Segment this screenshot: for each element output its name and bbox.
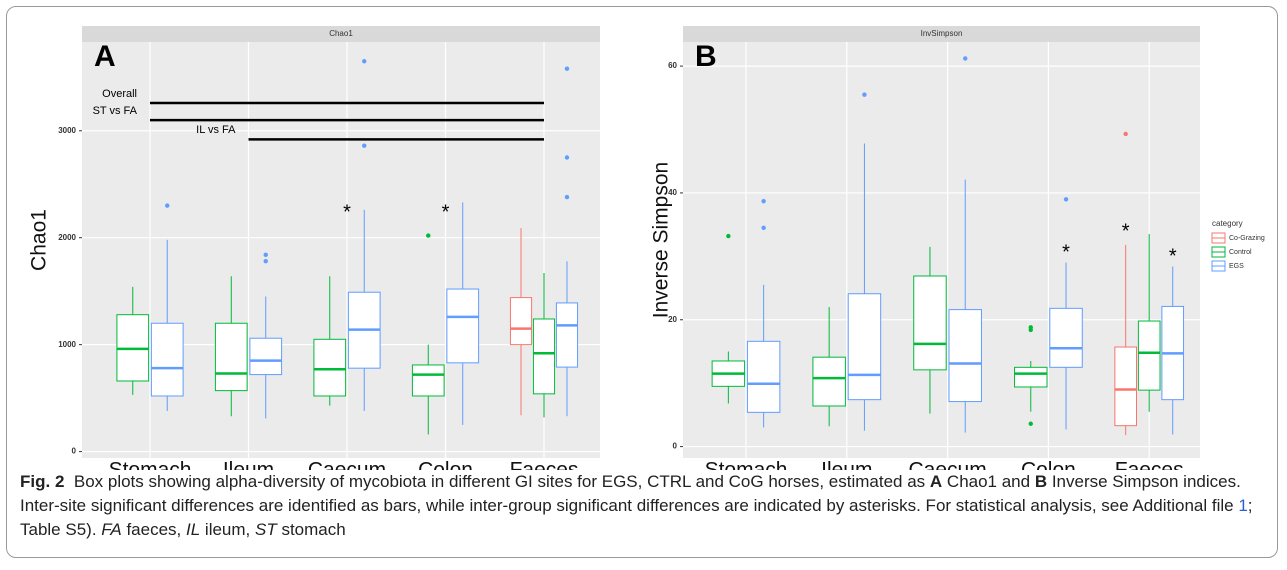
outlier	[862, 92, 867, 97]
y-tick-label: 20	[668, 315, 677, 324]
outlier	[362, 143, 367, 148]
x-tick-label: Ileum	[821, 459, 872, 470]
y-tick-label: 0	[673, 442, 678, 451]
x-tick-label: Colon	[418, 459, 473, 470]
box	[150, 322, 184, 397]
box	[509, 297, 533, 346]
box	[847, 293, 882, 401]
legend-label: Co-Grazing	[1229, 235, 1265, 242]
figure-frame	[6, 6, 1278, 558]
legend-title: category	[1212, 219, 1243, 228]
outlier	[1028, 325, 1033, 330]
y-tick-label: 40	[668, 188, 677, 197]
y-tick-label: 60	[668, 61, 677, 70]
box	[249, 337, 283, 376]
caption-run: FA	[101, 520, 122, 539]
strip-title: InvSimpson	[921, 29, 963, 38]
box	[746, 340, 781, 413]
box	[1049, 307, 1083, 368]
strip	[683, 26, 1200, 42]
x-tick-label: Faeces	[510, 459, 579, 470]
box	[1137, 320, 1161, 391]
x-tick-label: Ileum	[223, 459, 274, 470]
strip	[82, 26, 600, 42]
caption-run: Fig. 2	[20, 472, 65, 491]
x-tick-label: Stomach	[705, 459, 788, 470]
chart: Chao1 0 1000 2000 3000 Stomach Ileum Caecum Colo…	[28, 26, 1265, 470]
box	[948, 309, 982, 403]
y-tick-label: 0	[72, 447, 77, 456]
outlier	[263, 252, 268, 258]
outlier	[1028, 421, 1033, 426]
caption-run: Box plots showing alpha-diversity of myc…	[64, 472, 930, 491]
caption-run: ; Table S5).	[20, 496, 1257, 539]
box	[1014, 366, 1048, 388]
outlier	[263, 259, 268, 264]
caption-run: ileum,	[200, 520, 255, 539]
outlier	[761, 225, 766, 231]
outlier	[761, 198, 766, 204]
asterisk: *	[1122, 221, 1130, 243]
outlier	[726, 233, 731, 239]
x-tick-label: Caecum	[908, 459, 986, 470]
caption-run: stomach	[276, 520, 346, 539]
box	[214, 322, 248, 392]
caption-run: IL	[186, 520, 201, 539]
caption: Fig. 2 Box plots showing alpha-diversity…	[20, 470, 1265, 542]
caption-run[interactable]: 1	[1238, 496, 1248, 515]
significance-label: Overall	[102, 88, 137, 100]
strip-title: Chao1	[329, 29, 353, 38]
outlier	[564, 194, 570, 200]
x-tick-label: Faeces	[1115, 459, 1184, 470]
box	[555, 302, 579, 368]
y-tick-label: 2000	[58, 233, 76, 242]
caption-run: faeces,	[121, 520, 186, 539]
significance-label: IL vs FA	[196, 124, 236, 136]
caption-run: Inverse Simpson indices. Inter-site sign…	[20, 472, 1246, 515]
significance-label: ST vs FA	[93, 105, 138, 117]
x-tick-label: Stomach	[109, 459, 192, 470]
caption-run: A	[929, 472, 943, 491]
outlier	[1123, 131, 1128, 137]
box	[1114, 346, 1137, 427]
outlier	[963, 56, 968, 61]
x-tick-label: Colon	[1021, 459, 1076, 470]
outlier	[1063, 197, 1069, 202]
box	[532, 318, 556, 395]
panel-label: B	[695, 40, 717, 73]
outlier	[564, 155, 570, 160]
outlier	[564, 66, 570, 71]
panel-label: A	[94, 40, 116, 73]
asterisk: *	[1169, 245, 1177, 267]
asterisk: *	[343, 201, 351, 223]
caption-run: Chao1 and	[942, 472, 1035, 491]
box	[446, 288, 480, 364]
asterisk: *	[1062, 241, 1070, 263]
box	[313, 338, 347, 397]
box	[812, 356, 846, 407]
outlier	[165, 203, 170, 208]
outlier	[426, 233, 431, 238]
caption-run: B	[1034, 472, 1048, 491]
y-axis-title: Chao1	[28, 209, 51, 271]
legend-label: EGS	[1229, 263, 1244, 270]
x-tick-label: Caecum	[308, 459, 386, 470]
outlier	[362, 59, 367, 64]
legend-label: Control	[1229, 249, 1252, 256]
asterisk: *	[442, 201, 450, 223]
box	[411, 364, 445, 397]
y-axis-title: Inverse Simpson	[650, 162, 673, 318]
y-tick-label: 3000	[58, 126, 76, 135]
y-tick-label: 1000	[58, 340, 76, 349]
caption-run: ST	[254, 520, 277, 539]
box	[913, 275, 947, 371]
